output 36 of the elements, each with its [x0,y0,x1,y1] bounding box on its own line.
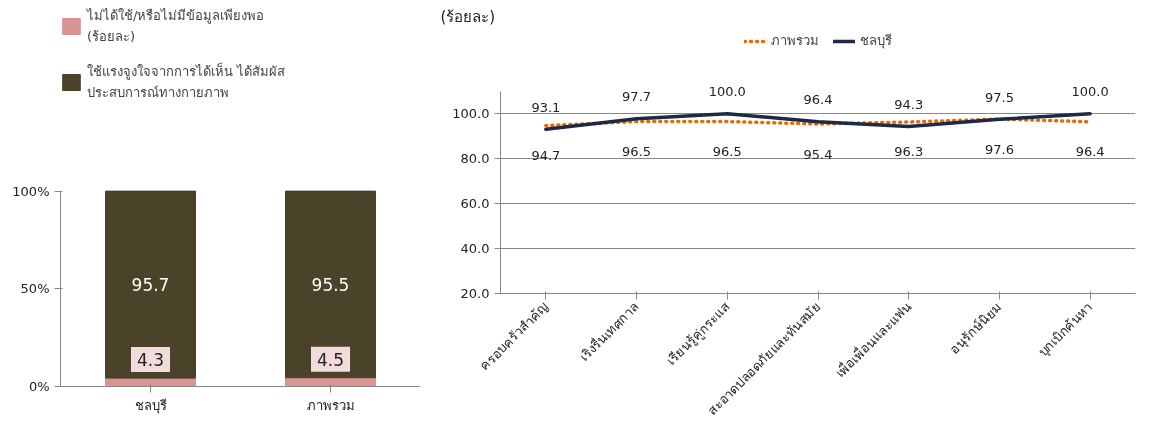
legend-label: ใช้แรงจูงใจจากการได้เห็น ได้สัมผัส ประสบการณ์ทางกายภาพ [87,61,286,102]
data-label: 96.4 [1075,144,1105,160]
legend-label: ชลบุรี [859,32,892,51]
data-label: 96.3 [894,144,924,160]
x-tick-label: ชลบุรี [134,397,167,414]
data-label: 100.0 [708,84,746,100]
data-label: 95.7 [131,275,170,296]
data-label: 95.4 [803,146,833,162]
legend-label: ไม่ได้ใช้/หรือไม่มีข้อมูลเพียงพอ (ร้อยละ) [87,7,265,46]
data-label: 94.7 [531,148,561,164]
bar [105,190,196,379]
data-label: 96.5 [712,144,742,160]
data-label: 94.3 [894,96,924,112]
y-tick-label: 40.0 [460,241,490,257]
y-tick-label: 100.0 [452,106,490,122]
data-label: 95.5 [311,274,350,295]
y-tick-label: 80.0 [460,151,490,167]
data-label: 4.3 [136,350,165,371]
data-label: 96.5 [622,144,652,160]
y-tick-label: 20.0 [460,286,490,301]
data-label: 97.7 [622,89,652,105]
y-axis-title: (ร้อยละ) [440,7,496,26]
y-tick-label: 60.0 [460,196,490,212]
x-tick-label: ภาพรวม [306,397,355,413]
legend-label: ภาพรวม [770,32,819,50]
data-label: 100.0 [1071,84,1109,100]
y-tick-label: 0% [28,379,50,394]
line-series [544,111,1092,131]
data-label: 97.5 [984,89,1014,105]
data-label: 96.4 [803,92,833,108]
data-label: 93.1 [531,99,561,115]
y-tick-label: 100% [12,183,50,199]
data-label: 97.6 [984,141,1014,157]
data-label: 4.5 [316,349,345,370]
bar [285,190,376,379]
y-tick-label: 50% [20,281,50,297]
